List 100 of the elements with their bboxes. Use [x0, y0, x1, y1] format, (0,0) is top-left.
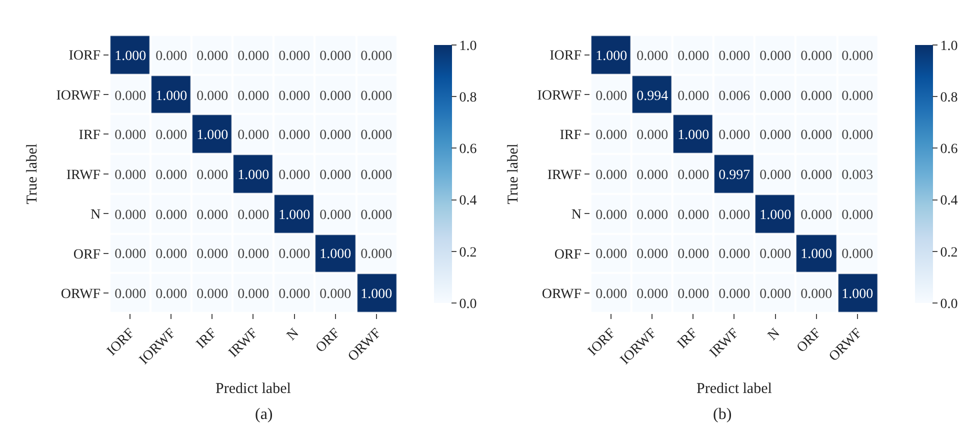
color-bar-label: 0.8	[459, 90, 477, 106]
data-label: 0.000	[238, 286, 270, 302]
data-label: 0.000	[636, 168, 668, 183]
x-tick-label: N	[284, 326, 302, 344]
y-tick-label: IRF	[78, 128, 101, 144]
y-tick-label: IORF	[68, 48, 101, 64]
data-label: 1.000	[800, 246, 832, 262]
data-label: 1.000	[360, 286, 392, 302]
data-label: 0.000	[678, 168, 710, 183]
y-tick-label: N	[90, 208, 101, 223]
data-label: 0.000	[636, 128, 668, 143]
data-label: 0.000	[800, 208, 832, 223]
y-tick-label: ORWF	[542, 286, 582, 302]
data-label: 1.000	[278, 208, 310, 223]
data-label: 0.000	[278, 48, 310, 64]
data-label: 0.000	[278, 88, 310, 104]
data-label: 0.000	[360, 88, 392, 104]
color-bar-label: 0.4	[940, 194, 958, 209]
data-label: 0.000	[238, 246, 270, 262]
y-tick-label: ORF	[554, 247, 582, 262]
data-label: 1.000	[760, 208, 792, 223]
data-label: 0.000	[196, 168, 228, 183]
data-label: 0.000	[320, 286, 352, 302]
data-label: 0.000	[718, 286, 750, 302]
data-label: 0.000	[238, 88, 270, 104]
data-label: 0.000	[360, 168, 392, 183]
x-tick-label: IRF	[674, 326, 702, 352]
data-label: 0.000	[842, 246, 874, 262]
data-label: 0.000	[196, 246, 228, 262]
data-label: 1.000	[678, 128, 710, 143]
data-label: 0.000	[114, 246, 146, 262]
data-label: 0.000	[278, 286, 310, 302]
data-label: 0.000	[596, 246, 628, 262]
data-label: 0.000	[842, 128, 874, 143]
text: (a)	[255, 406, 273, 423]
data-label: 0.994	[636, 88, 668, 104]
y-tick-label: ORWF	[60, 286, 101, 302]
y-axis-title: True label	[505, 144, 522, 204]
y-tick-label: IORWF	[537, 88, 582, 104]
color-bar-label: 0.6	[940, 142, 958, 158]
y-tick-label: IORWF	[56, 88, 101, 104]
x-tick-label: ORF	[313, 326, 344, 356]
color-bar-label: 0.2	[940, 245, 958, 260]
data-label: 0.000	[196, 48, 228, 64]
text: (b)	[713, 406, 732, 423]
data-label: 0.000	[360, 246, 392, 262]
y-tick-label: IRF	[560, 128, 582, 144]
color-bar-label: 1.0	[459, 38, 477, 54]
data-label: 0.000	[156, 168, 188, 183]
data-label: 0.000	[636, 208, 668, 223]
data-label: 0.000	[360, 48, 392, 64]
data-label: 0.000	[800, 88, 832, 104]
data-label: 0.000	[678, 48, 710, 64]
y-tick-label: N	[571, 208, 582, 223]
data-label: 0.000	[320, 208, 352, 223]
data-label: 0.000	[800, 48, 832, 64]
color-bar-label: 0.0	[940, 296, 958, 312]
data-label: 1.000	[596, 48, 628, 64]
data-label: 0.000	[636, 48, 668, 64]
data-label: 0.000	[114, 286, 146, 302]
data-label: 0.000	[678, 286, 710, 302]
data-label: 0.000	[596, 128, 628, 143]
data-label: 0.000	[760, 246, 792, 262]
data-label: 0.000	[238, 208, 270, 223]
data-label: 0.000	[596, 286, 628, 302]
data-label: 0.000	[760, 168, 792, 183]
y-tick-label: IORF	[550, 48, 582, 64]
color-bar-label: 0.4	[459, 194, 477, 209]
data-label: 0.003	[842, 168, 874, 183]
data-label: 0.000	[760, 286, 792, 302]
color-bar-label: 0.2	[459, 245, 477, 260]
y-tick-label: IRWF	[547, 168, 582, 183]
data-label: 0.000	[278, 128, 310, 143]
data-label: 0.000	[238, 48, 270, 64]
data-label: 0.006	[718, 88, 750, 104]
data-label: 1.000	[114, 48, 146, 64]
data-label: 0.000	[596, 88, 628, 104]
data-label: 0.000	[156, 48, 188, 64]
color-bar-label: 0.8	[940, 90, 958, 106]
x-axis-title: Predict label	[696, 380, 772, 397]
data-label: 0.000	[320, 168, 352, 183]
data-label: 0.000	[114, 208, 146, 223]
data-label: 0.000	[760, 128, 792, 143]
data-label: 0.000	[800, 128, 832, 143]
data-label: 0.000	[842, 88, 874, 104]
data-label: 0.997	[718, 168, 750, 183]
data-label: 0.000	[278, 168, 310, 183]
x-tick-label: ORF	[794, 326, 824, 356]
y-axis-title: True label	[24, 144, 40, 204]
data-label: 0.000	[678, 88, 710, 104]
x-tick-label: N	[765, 326, 784, 344]
data-label: 0.000	[360, 128, 392, 143]
data-label: 0.000	[156, 208, 188, 223]
data-label: 0.000	[760, 48, 792, 64]
data-label: 0.000	[114, 168, 146, 183]
data-label: 0.000	[842, 208, 874, 223]
y-tick-label: ORF	[73, 247, 101, 262]
data-label: 0.000	[800, 286, 832, 302]
data-label: 0.000	[678, 246, 710, 262]
data-label: 0.000	[596, 208, 628, 223]
